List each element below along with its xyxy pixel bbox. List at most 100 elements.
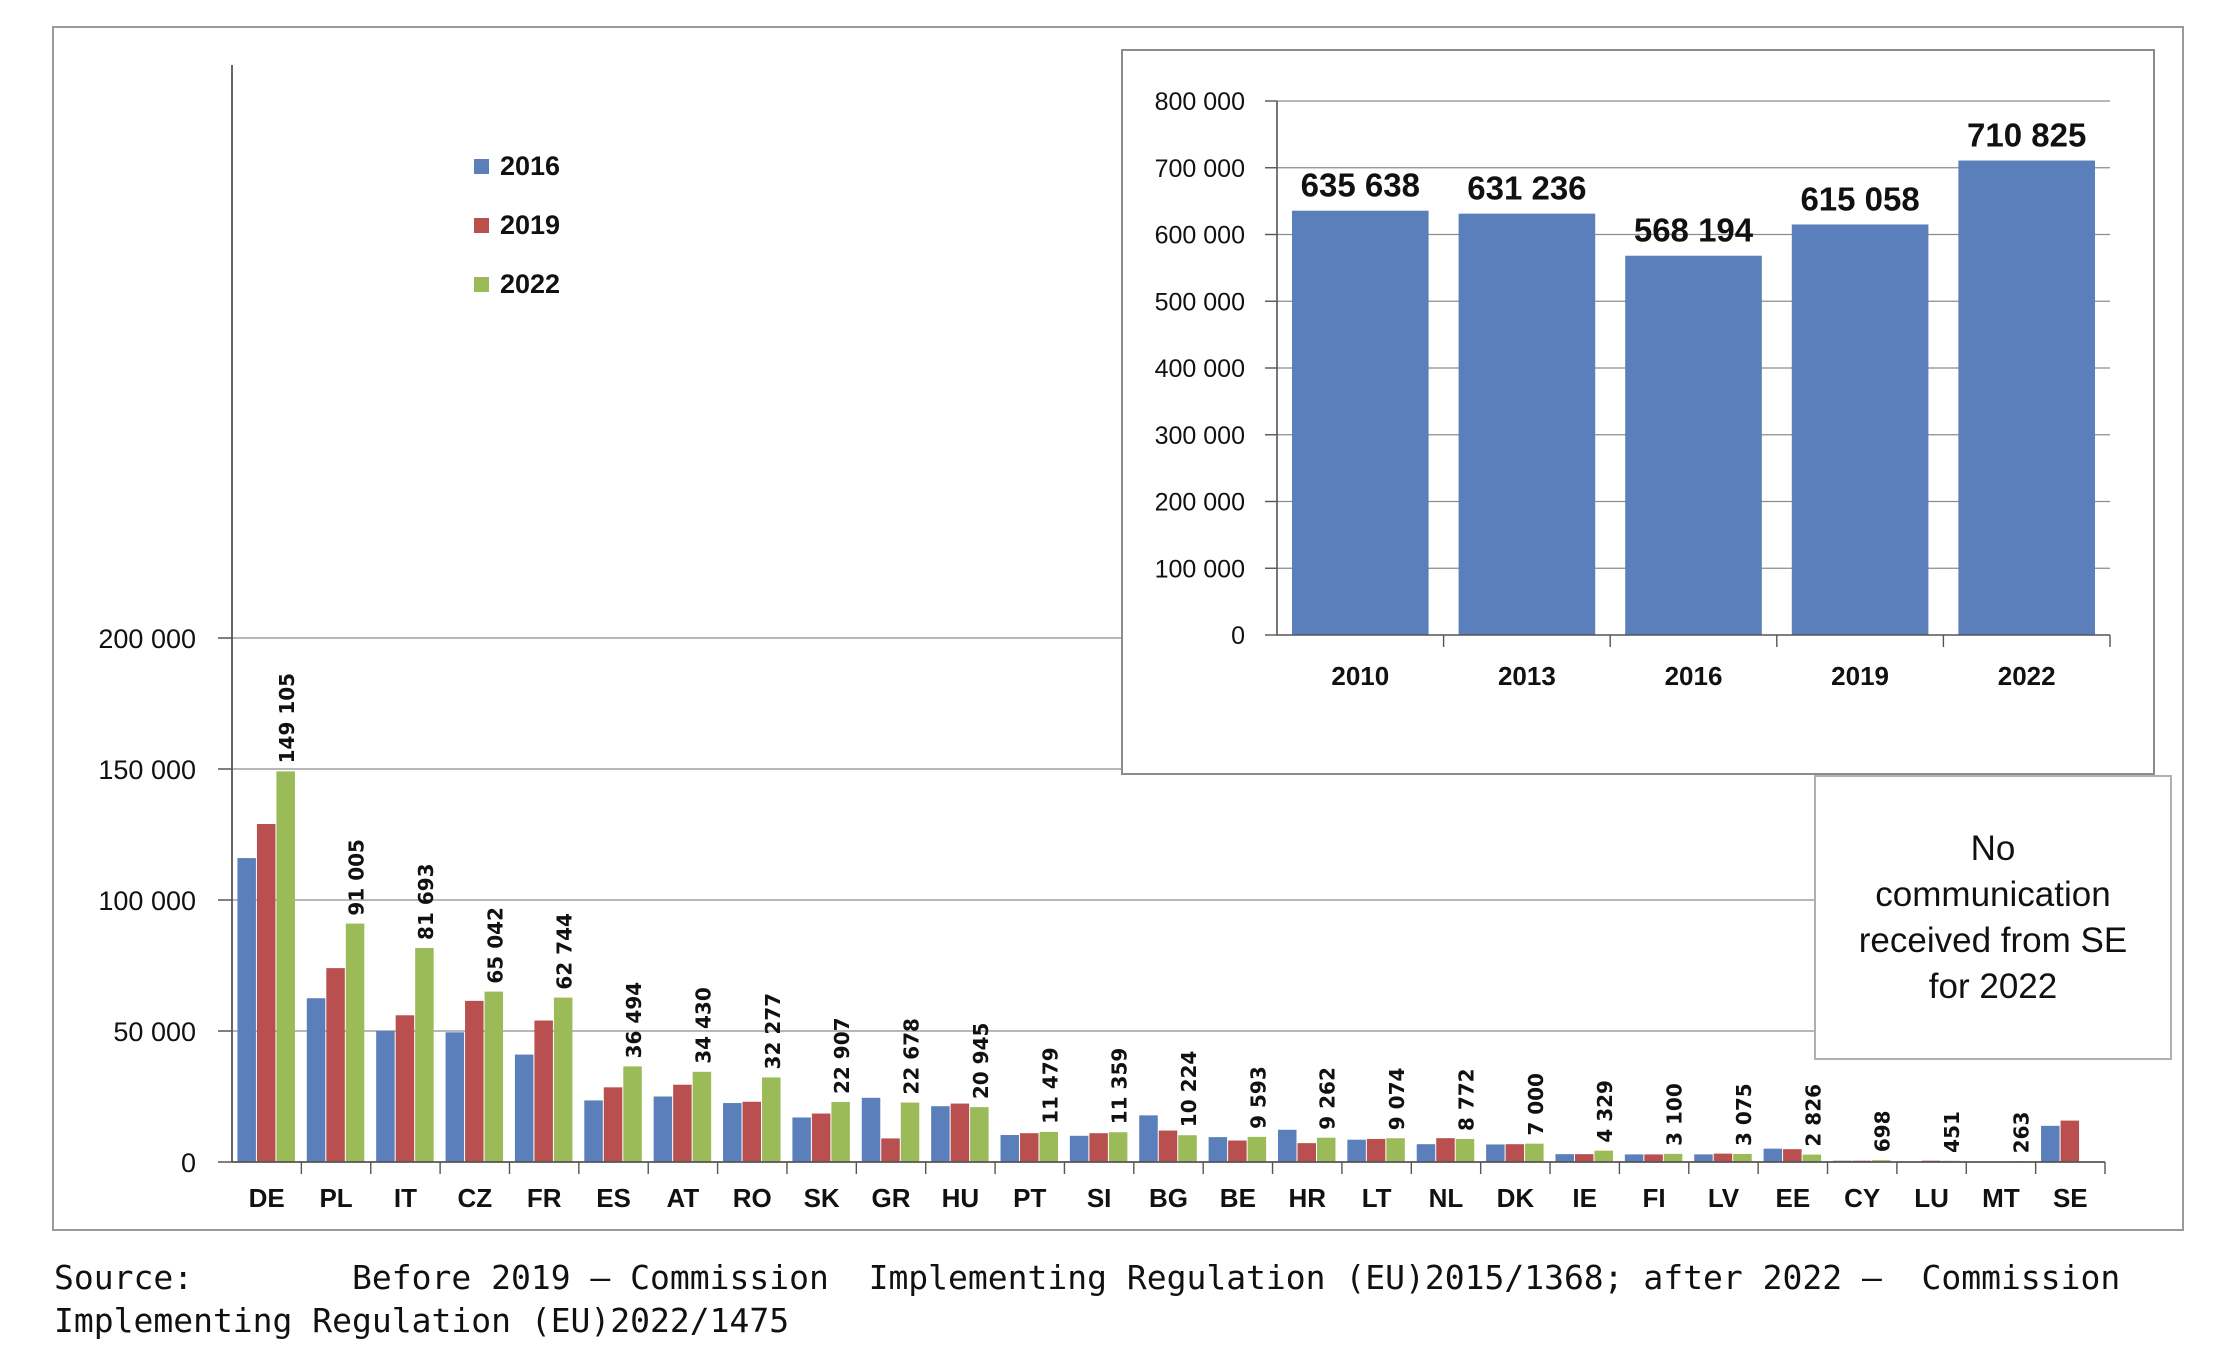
bar-2022-ro <box>762 1077 781 1162</box>
data-label-2022-fr: 62 744 <box>553 913 577 990</box>
bar-2016-lv <box>1694 1154 1713 1162</box>
inset-y-tick-label: 500 000 <box>1155 288 1245 316</box>
main-y-tick-label: 100 000 <box>98 886 196 916</box>
bar-2019-se <box>2060 1120 2080 1162</box>
data-label-2022-at: 34 430 <box>691 987 715 1064</box>
bar-2022-pl <box>345 923 365 1162</box>
bar-2022-it <box>415 947 434 1162</box>
main-x-tick-label: PL <box>319 1183 352 1213</box>
bar-2022-pt <box>1039 1131 1059 1162</box>
bar-2022-lv <box>1733 1153 1752 1162</box>
bar-2016-se <box>2041 1125 2060 1162</box>
main-chart-x-axis: DE PL IT CZ FR ES AT RO SK GR HU PT SI BG BE HR LT NL DK IE… <box>232 1161 2106 1213</box>
data-label-2022-ee: 2 826 <box>1801 1084 1825 1147</box>
bar-2019-ie <box>1574 1154 1594 1162</box>
legend-label-2019: 2019 <box>500 210 560 240</box>
inset-y-tick-label: 700 000 <box>1155 155 1245 183</box>
bar-2016-at <box>653 1096 673 1162</box>
bar-2022-lt <box>1386 1138 1405 1162</box>
bar-2016-de <box>237 858 256 1162</box>
legend-swatch-2019 <box>474 218 489 233</box>
inset-chart-bars <box>1291 160 2096 636</box>
main-x-tick-label: BG <box>1149 1183 1188 1213</box>
inset-y-tick-label: 800 000 <box>1155 88 1245 116</box>
bar-2019-pt <box>1020 1133 1039 1162</box>
legend-swatch-2016 <box>474 159 489 174</box>
main-x-tick-label: BE <box>1220 1183 1256 1213</box>
bar-2019-at <box>673 1084 692 1162</box>
note-box <box>1814 775 2172 1060</box>
inset-bar-2010 <box>1291 210 1429 635</box>
data-label-2022-de: 149 105 <box>275 673 299 763</box>
main-x-tick-label: LV <box>1708 1183 1740 1213</box>
bar-2022-at <box>692 1071 712 1162</box>
inset-data-label-2013: 631 236 <box>1467 170 1586 207</box>
bar-2022-gr <box>900 1102 920 1162</box>
bar-2022-ee <box>1802 1154 1822 1162</box>
bar-2019-pl <box>326 968 345 1162</box>
bar-2016-pt <box>1000 1135 1020 1162</box>
note-line: communication <box>1875 875 2110 914</box>
inset-chart-axes: 0 100 000 200 000 300 000 400 000 500 000 600 … <box>1155 88 2111 691</box>
data-label-2022-hr: 9 262 <box>1316 1067 1340 1130</box>
bar-2022-hr <box>1316 1137 1336 1162</box>
data-label-2022-bg: 10 224 <box>1177 1051 1201 1128</box>
bar-2022-nl <box>1455 1139 1475 1162</box>
data-label-2022-ro: 32 277 <box>761 993 785 1070</box>
legend-label-2016: 2016 <box>500 151 560 181</box>
inset-bar-2019 <box>1791 224 1929 635</box>
data-label-2022-es: 36 494 <box>622 982 646 1059</box>
data-label-2022-lv: 3 075 <box>1732 1083 1756 1146</box>
data-label-2022-mt: 263 <box>2009 1112 2033 1154</box>
bar-2016-dk <box>1486 1144 1505 1162</box>
inset-x-tick-label: 2022 <box>1998 661 2056 691</box>
bar-2019-lv <box>1713 1153 1733 1162</box>
main-chart-data-labels: 149 105 91 005 81 693 65 042 62 744 36 494 34 … <box>275 673 2033 1153</box>
bar-2022-be <box>1247 1136 1267 1162</box>
legend-label-2022: 2022 <box>500 269 560 299</box>
data-label-2022-si: 11 359 <box>1108 1048 1132 1125</box>
bar-2019-lt <box>1366 1138 1386 1162</box>
inset-y-tick-label: 400 000 <box>1155 355 1245 383</box>
bar-2016-ro <box>723 1103 742 1162</box>
main-chart-legend: 2016 2019 2022 <box>474 151 560 299</box>
bar-2016-nl <box>1416 1144 1436 1162</box>
bar-2022-hu <box>970 1107 989 1162</box>
main-x-tick-label: NL <box>1429 1183 1464 1213</box>
main-x-tick-label: FR <box>527 1183 562 1213</box>
main-x-tick-label: SE <box>2053 1183 2088 1213</box>
bar-2019-ee <box>1783 1149 1802 1162</box>
bar-2019-si <box>1089 1133 1108 1162</box>
data-label-2022-lu: 451 <box>1940 1111 1964 1153</box>
main-x-tick-label: CZ <box>457 1183 492 1213</box>
data-label-2022-cz: 65 042 <box>483 907 507 984</box>
bar-2022-si <box>1108 1132 1128 1162</box>
bar-2022-dk <box>1525 1143 1544 1162</box>
main-x-tick-label: LT <box>1362 1183 1392 1213</box>
bar-2016-be <box>1208 1137 1228 1162</box>
main-y-tick-label: 50 000 <box>113 1017 196 1047</box>
bar-2022-fi <box>1663 1153 1683 1162</box>
inset-y-tick-label: 200 000 <box>1155 489 1245 517</box>
main-x-tick-label: ES <box>596 1183 631 1213</box>
main-x-tick-label: GR <box>872 1183 911 1213</box>
bar-2019-nl <box>1436 1138 1455 1162</box>
main-x-tick-label: HR <box>1288 1183 1326 1213</box>
source-line-2: Implementing Regulation (EU)2022/1475 <box>54 1301 790 1340</box>
data-label-2022-ie: 4 329 <box>1593 1080 1617 1143</box>
bar-2016-es <box>584 1100 603 1162</box>
main-y-tick-label: 150 000 <box>98 755 196 785</box>
main-x-tick-label: PT <box>1013 1183 1046 1213</box>
bar-2022-es <box>623 1066 642 1162</box>
bar-2016-fr <box>514 1054 534 1162</box>
bar-2022-de <box>276 771 295 1162</box>
data-label-2022-pt: 11 479 <box>1038 1047 1062 1124</box>
main-x-tick-label: DE <box>249 1183 285 1213</box>
main-x-tick-label: HU <box>942 1183 980 1213</box>
bar-2019-cz <box>465 1000 484 1162</box>
bar-2016-ie <box>1555 1154 1574 1162</box>
inset-data-label-2022: 710 825 <box>1967 117 2086 154</box>
inset-chart-data-labels: 635 638 631 236 568 194 615 058 710 825 <box>1301 117 2087 249</box>
note-line: No <box>1971 829 2016 868</box>
inset-data-label-2016: 568 194 <box>1634 212 1754 249</box>
